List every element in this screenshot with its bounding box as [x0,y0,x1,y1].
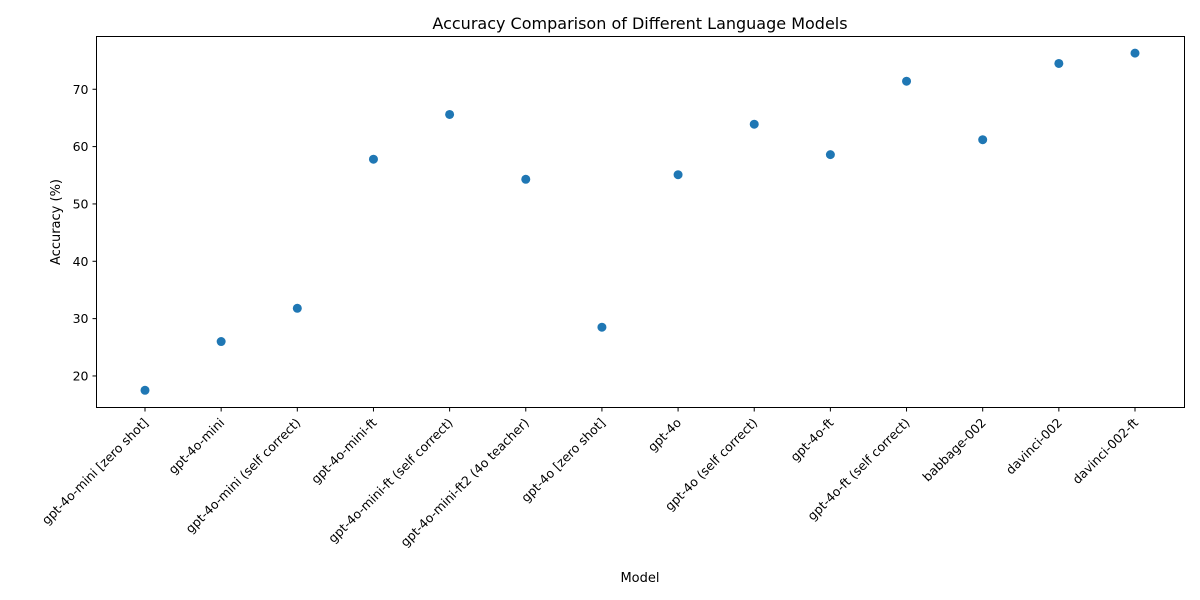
x-tick-label: gpt-4o-mini-ft [308,415,380,487]
data-point [673,170,683,180]
y-tick-label: 40 [73,254,89,269]
data-point [445,109,455,119]
x-tick-label: gpt-4o-mini [165,415,227,477]
x-tick-label: gpt-4o-mini-ft2 (4o teacher) [397,415,532,550]
y-tick-label: 20 [73,368,89,383]
data-point [292,303,302,313]
data-points [140,48,1140,395]
data-point [749,119,759,129]
y-axis: 20 30 40 50 60 70 [73,82,97,383]
data-point [825,150,835,160]
x-tick-label: gpt-4o-mini-ft (self correct) [325,415,456,546]
data-point [978,135,988,145]
x-axis: gpt-4o-mini [zero shot] gpt-4o-mini gpt-4o… [39,407,1141,550]
data-point [597,322,607,332]
x-tick-label: gpt-4o [zero shot] [518,415,608,505]
data-point [368,154,378,164]
x-tick-label: babbage-002 [919,415,988,484]
data-point [1130,48,1140,58]
x-tick-label: gpt-4o-ft [787,415,836,464]
data-point [521,174,531,184]
data-point [902,76,912,86]
y-tick-label: 60 [73,139,89,154]
x-tick-label: gpt-4o-mini [zero shot] [39,415,152,528]
y-tick-label: 70 [73,82,89,97]
plot-area-frame [96,36,1185,408]
y-tick-label: 50 [73,196,89,211]
data-point [1054,58,1064,68]
chart-title: Accuracy Comparison of Different Languag… [432,14,847,33]
x-axis-label: Model [620,571,659,586]
y-tick-label: 30 [73,311,89,326]
data-point [216,337,226,347]
y-axis-label: Accuracy (%) [49,179,64,265]
x-tick-label: davinci-002-ft [1069,415,1141,487]
x-tick-label: gpt-4o [645,415,685,455]
x-tick-label: davinci-002 [1003,415,1065,477]
data-point [140,385,150,395]
